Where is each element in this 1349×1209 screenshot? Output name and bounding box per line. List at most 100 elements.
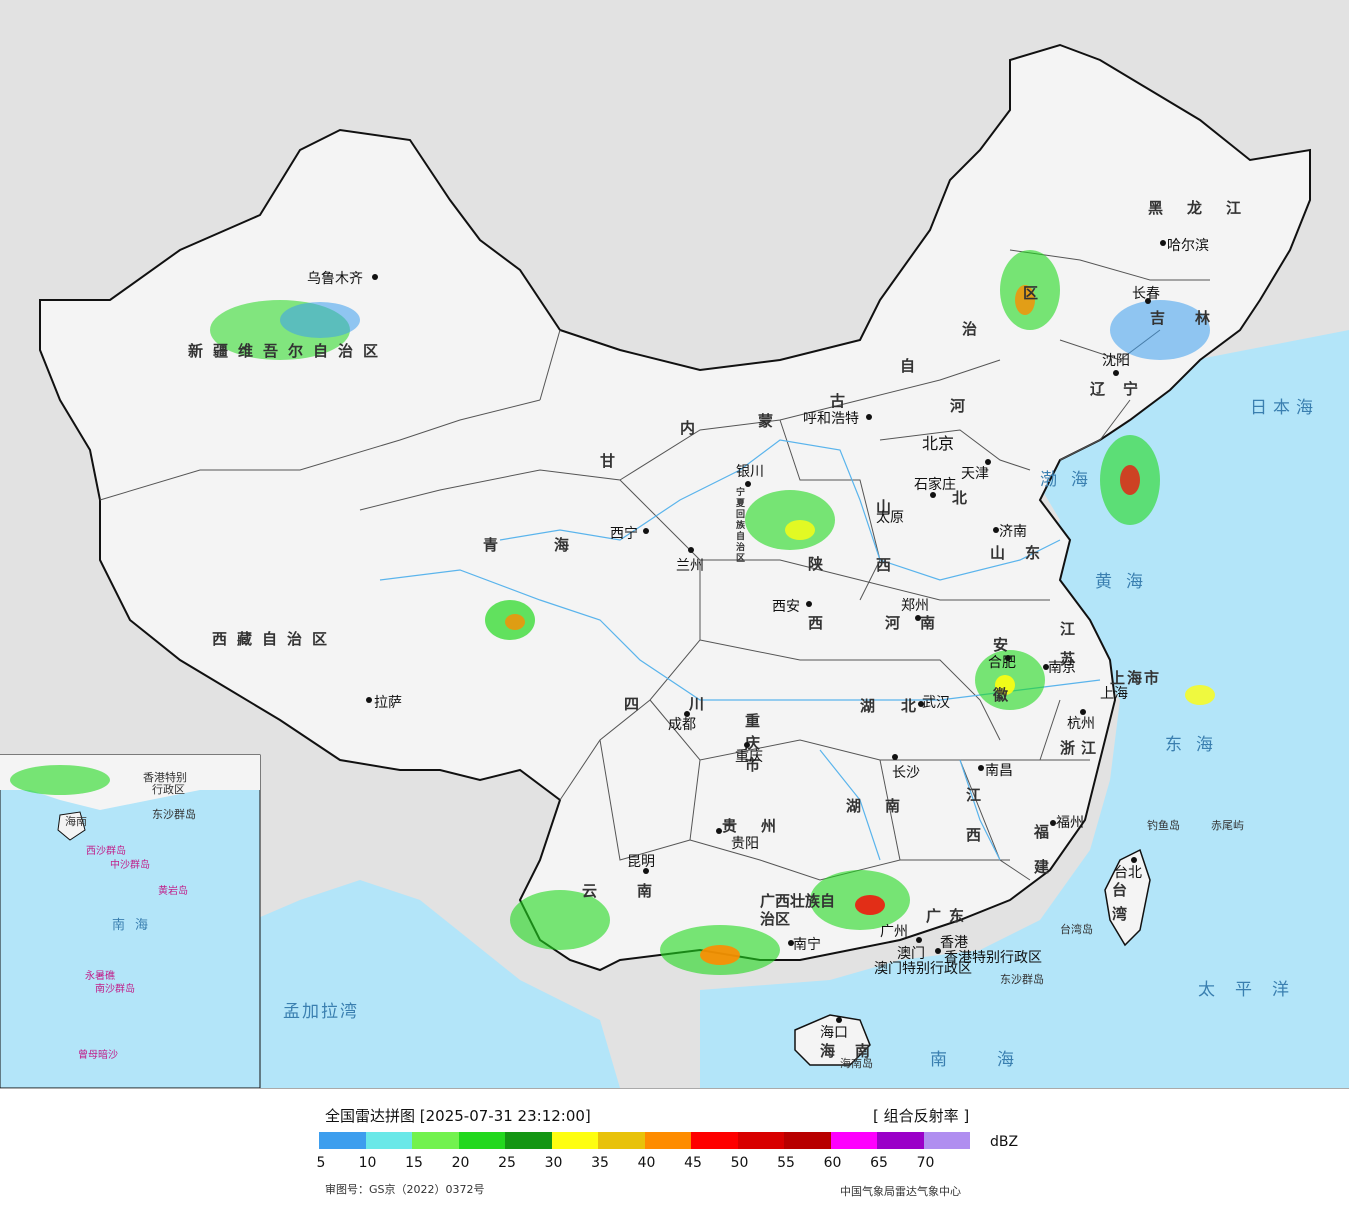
city-harbin: 哈尔滨 bbox=[1167, 238, 1209, 254]
city-beijing: 北京 bbox=[922, 434, 955, 453]
inset-zengmu: 曾母暗沙 bbox=[78, 1050, 118, 1061]
city-dot bbox=[866, 414, 872, 420]
sea-east: 东海 bbox=[1165, 735, 1227, 755]
radar-map: 新疆维吾尔自治区 西藏自治区 青海 甘 内 蒙 古 自 治 区 黑龙江 吉林 辽… bbox=[0, 0, 1349, 1088]
scale-tick-label: 55 bbox=[777, 1155, 795, 1171]
label-xinjiang: 新疆维吾尔自治区 bbox=[188, 342, 389, 360]
city-dot bbox=[915, 615, 921, 621]
scale-swatch bbox=[877, 1132, 924, 1149]
city-guiyang: 贵阳 bbox=[731, 836, 759, 852]
city-dot bbox=[993, 527, 999, 533]
sea-south: 南海 bbox=[930, 1050, 1064, 1070]
city-dot bbox=[366, 697, 372, 703]
city-dot bbox=[1131, 857, 1137, 863]
scale-tick-label: 20 bbox=[451, 1155, 470, 1171]
city-changsha: 长沙 bbox=[892, 765, 920, 781]
city-haikou: 海口 bbox=[820, 1025, 848, 1041]
scale-swatch bbox=[505, 1132, 552, 1149]
inset-south-china-sea bbox=[0, 754, 261, 1088]
label-jiangxi: 江西 bbox=[966, 786, 992, 844]
approval-number: 审图号：GS京（2022）0372号 bbox=[325, 1183, 485, 1196]
city-hongkong: 香港 bbox=[940, 935, 968, 951]
city-dot bbox=[788, 940, 794, 946]
city-chongqing: 重庆 bbox=[735, 749, 763, 765]
label-henan: 河南 bbox=[885, 614, 956, 632]
sar-hk: 香港特别行政区 bbox=[944, 950, 1042, 966]
scale-swatch bbox=[319, 1132, 366, 1149]
city-urumqi: 乌鲁木齐 bbox=[307, 271, 363, 287]
china-land bbox=[39, 43, 1311, 972]
ocean-east bbox=[700, 330, 1349, 1088]
city-dot bbox=[1160, 240, 1166, 246]
scale-tick-label: 15 bbox=[405, 1155, 423, 1171]
city-lhasa: 拉萨 bbox=[374, 695, 402, 711]
scale-tick-label: 60 bbox=[823, 1155, 842, 1171]
city-lanzhou: 兰州 bbox=[676, 558, 704, 574]
scale-tick-label: 25 bbox=[498, 1155, 516, 1171]
radar-echoes bbox=[10, 250, 1215, 975]
inset-huangyan: 黄岩岛 bbox=[158, 886, 188, 897]
city-hefei: 合肥 bbox=[988, 655, 1016, 671]
label-neimeng-3: 古 bbox=[830, 392, 856, 410]
label-hebei-2: 北 bbox=[952, 489, 978, 507]
label-qinghai: 青海 bbox=[483, 536, 626, 554]
province-borders bbox=[99, 249, 1210, 881]
label-neimeng-6: 区 bbox=[1023, 284, 1049, 302]
city-nanning: 南宁 bbox=[793, 937, 821, 953]
scale-swatch bbox=[412, 1132, 459, 1149]
island-hainan: 海南岛 bbox=[840, 1057, 873, 1070]
label-guizhou: 贵州 bbox=[722, 817, 801, 835]
city-dot bbox=[978, 765, 984, 771]
city-chengdu: 成都 bbox=[668, 717, 696, 733]
city-shenyang: 沈阳 bbox=[1102, 353, 1130, 369]
label-hainan: 海南 bbox=[820, 1042, 891, 1060]
label-guangxi: 广西壮族自治区 bbox=[760, 892, 836, 928]
city-dot bbox=[716, 828, 722, 834]
inset-nansha: 南沙群岛 bbox=[95, 984, 135, 995]
scale-swatch bbox=[737, 1132, 784, 1149]
label-heilongjiang: 黑龙江 bbox=[1148, 199, 1266, 217]
city-fuzhou: 福州 bbox=[1056, 815, 1084, 831]
label-anhui-1: 安 bbox=[993, 636, 1019, 654]
inset-xisha: 西沙群岛 bbox=[86, 846, 126, 857]
city-dot bbox=[930, 492, 936, 498]
label-hunan: 湖南 bbox=[846, 797, 925, 815]
scale-swatch bbox=[458, 1132, 505, 1149]
scale-tick-label: 5 bbox=[316, 1155, 326, 1171]
legend-product: [ 组合反射率 ] bbox=[873, 1107, 970, 1125]
label-chongqing: 重庆市 bbox=[745, 712, 771, 774]
city-nanjing: 南京 bbox=[1048, 660, 1076, 676]
city-guangzhou: 广州 bbox=[880, 924, 908, 940]
city-zhengzhou: 郑州 bbox=[901, 598, 929, 614]
inset-zhongsha: 中沙群岛 bbox=[110, 860, 150, 871]
inset-south-sea: 南海 bbox=[112, 918, 159, 933]
label-shaanxi-2: 西 bbox=[808, 614, 834, 632]
label-shaanxi-1: 陕 bbox=[808, 555, 834, 573]
label-hubei: 湖北 bbox=[860, 697, 943, 715]
sea-japan: 日本海 bbox=[1250, 398, 1319, 418]
bay-of-bengal bbox=[230, 880, 620, 1088]
city-yinchuan: 银川 bbox=[736, 464, 764, 480]
taiwan-island bbox=[1104, 848, 1151, 947]
city-dot bbox=[1005, 655, 1011, 661]
scale-swatch bbox=[644, 1132, 691, 1149]
label-jiangsu: 江苏 bbox=[1060, 620, 1086, 668]
city-dot bbox=[1050, 820, 1056, 826]
label-neimeng-1: 内 bbox=[680, 419, 706, 437]
city-dot bbox=[985, 459, 991, 465]
island-dongsha: 东沙群岛 bbox=[1000, 973, 1044, 986]
city-dot bbox=[1080, 709, 1086, 715]
map-canvas bbox=[0, 0, 1349, 1088]
city-dot bbox=[744, 742, 750, 748]
city-dot bbox=[1145, 298, 1151, 304]
city-xian: 西安 bbox=[772, 599, 800, 615]
legend-unit: dBZ bbox=[990, 1134, 1019, 1150]
inset-sar-2: 行政区 bbox=[152, 783, 185, 796]
city-dot bbox=[1043, 664, 1049, 670]
legend-panel: 全国雷达拼图 [2025-07-31 23:12:00] [ 组合反射率 ] 5… bbox=[0, 1088, 1349, 1209]
inset-yongshu: 永暑礁 bbox=[85, 971, 115, 982]
city-wuhan: 武汉 bbox=[922, 695, 950, 711]
scale-tick-label: 40 bbox=[637, 1155, 656, 1171]
label-taiwan: 台湾 bbox=[1112, 881, 1138, 923]
city-dot bbox=[1113, 370, 1119, 376]
